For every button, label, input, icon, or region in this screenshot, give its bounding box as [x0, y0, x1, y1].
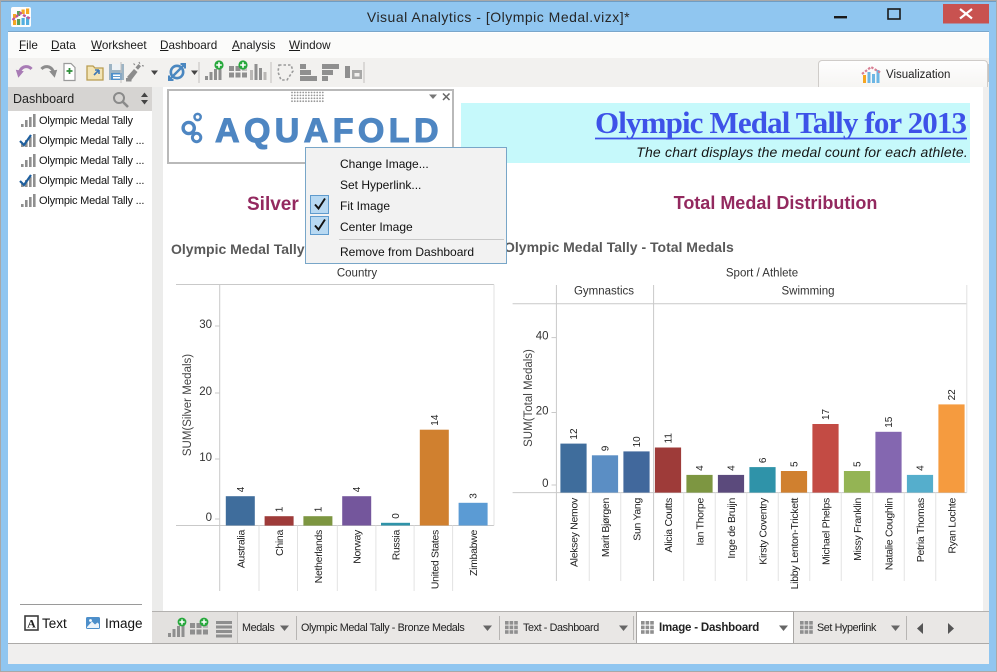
- svg-text:4: 4: [916, 465, 927, 471]
- svg-text:4: 4: [352, 486, 363, 492]
- svg-text:Michael Phelps: Michael Phelps: [821, 498, 833, 565]
- svg-text:Olympic Medal Tally for 2013: Olympic Medal Tally for 2013: [595, 105, 967, 140]
- svg-text:Sun Yang: Sun Yang: [632, 498, 644, 541]
- svg-text:30: 30: [199, 319, 212, 331]
- svg-text:20: 20: [199, 386, 212, 398]
- svg-text:SUM(Total Medals): SUM(Total Medals): [523, 349, 535, 447]
- svg-text:6: 6: [758, 457, 769, 463]
- svg-text:1: 1: [275, 506, 286, 512]
- svg-text:Norway: Norway: [352, 529, 364, 564]
- svg-text:22: 22: [947, 389, 958, 401]
- svg-text:0: 0: [542, 478, 548, 490]
- svg-text:SUM(Silver Medals): SUM(Silver Medals): [182, 354, 194, 456]
- svg-text:United States: United States: [429, 530, 441, 589]
- svg-text:Gymnastics: Gymnastics: [574, 286, 634, 298]
- svg-text:0: 0: [206, 512, 212, 524]
- svg-text:Text: Text: [42, 616, 67, 631]
- svg-text:10: 10: [199, 452, 212, 464]
- svg-text:10: 10: [632, 436, 643, 448]
- svg-text:4: 4: [236, 486, 247, 492]
- svg-text:9: 9: [601, 445, 612, 451]
- svg-text:4: 4: [727, 465, 738, 471]
- svg-text:Inge de Bruijn: Inge de Bruijn: [726, 498, 738, 559]
- svg-text:Australia: Australia: [235, 530, 247, 569]
- svg-text:Libby Lenton-Trickett: Libby Lenton-Trickett: [789, 498, 801, 590]
- svg-text:Ryan Lochte: Ryan Lochte: [947, 498, 959, 554]
- svg-text:Natalie Coughlin: Natalie Coughlin: [884, 498, 896, 571]
- svg-text:3: 3: [469, 493, 480, 499]
- svg-text:40: 40: [536, 331, 549, 343]
- svg-text:Country: Country: [337, 268, 378, 280]
- svg-text:Russia: Russia: [391, 530, 403, 561]
- svg-text:Petria Thomas: Petria Thomas: [915, 498, 927, 562]
- svg-text:4: 4: [695, 465, 706, 471]
- svg-text:Swimming: Swimming: [781, 286, 834, 298]
- svg-text:Image: Image: [105, 616, 143, 631]
- svg-text:17: 17: [821, 408, 832, 420]
- svg-text:Alicia Coutts: Alicia Coutts: [663, 498, 675, 553]
- svg-text:Kirsty Coventry: Kirsty Coventry: [758, 497, 770, 565]
- svg-text:China: China: [274, 530, 286, 556]
- svg-text:1: 1: [313, 506, 324, 512]
- svg-text:20: 20: [536, 406, 549, 418]
- svg-text:Netherlands: Netherlands: [313, 530, 325, 583]
- svg-text:A: A: [27, 617, 36, 631]
- svg-text:5: 5: [790, 461, 801, 467]
- svg-text:Aleksey Nemov: Aleksey Nemov: [569, 497, 581, 567]
- svg-text:Zimbabwe: Zimbabwe: [468, 530, 480, 576]
- svg-text:5: 5: [853, 461, 864, 467]
- svg-text:Marit Bjørgen: Marit Bjørgen: [600, 498, 612, 558]
- svg-text:12: 12: [569, 428, 580, 440]
- svg-text:11: 11: [664, 433, 675, 444]
- svg-text:Missy Franklin: Missy Franklin: [852, 498, 864, 561]
- svg-text:15: 15: [884, 416, 895, 428]
- svg-text:Ian Thorpe: Ian Thorpe: [695, 498, 707, 546]
- svg-text:0: 0: [391, 513, 402, 519]
- svg-text:14: 14: [430, 414, 441, 426]
- svg-text:Sport / Athlete: Sport / Athlete: [726, 268, 798, 280]
- svg-text:AQUAFOLD: AQUAFOLD: [215, 112, 441, 150]
